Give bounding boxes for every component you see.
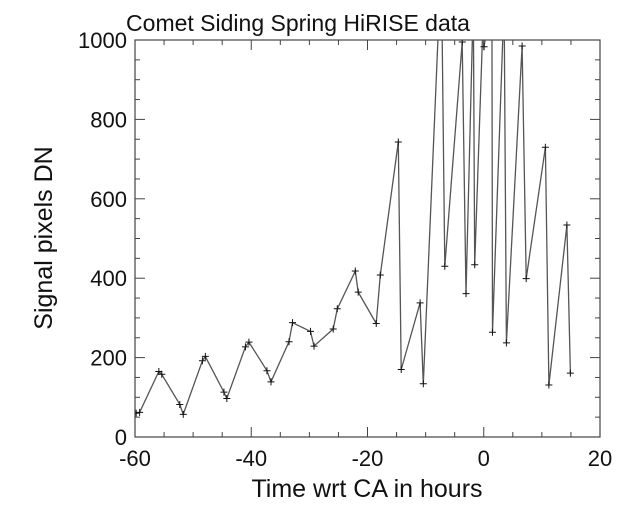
data-point-marker — [541, 143, 549, 151]
data-point-marker — [351, 267, 359, 275]
data-point-marker — [397, 366, 405, 374]
x-tick-label: -40 — [235, 446, 267, 471]
data-point-marker — [223, 394, 231, 402]
chart-title: Comet Siding Spring HiRISE data — [126, 10, 470, 36]
data-point-marker — [176, 400, 184, 408]
data-point-marker — [263, 367, 271, 375]
data-point-marker — [372, 319, 380, 327]
y-tick-label: 600 — [90, 187, 127, 212]
data-point-marker — [488, 328, 496, 336]
series-line — [136, 40, 572, 417]
data-point-marker — [136, 408, 144, 416]
data-point-marker — [502, 339, 510, 347]
axis-ticks — [134, 39, 601, 438]
y-axis-label: Signal pixels DN — [30, 146, 58, 329]
data-point-marker — [416, 299, 424, 307]
data-point-marker — [566, 369, 574, 377]
y-tick-label: 400 — [90, 266, 127, 291]
data-point-marker — [179, 410, 187, 418]
x-axis-label: Time wrt CA in hours — [251, 475, 482, 503]
y-tick-labels: 0 200 400 600 800 1000 — [78, 28, 127, 450]
data-point-marker — [198, 357, 206, 365]
data-point-marker — [441, 262, 449, 270]
data-point-marker — [333, 305, 341, 313]
data-point-marker — [329, 325, 337, 333]
y-tick-label: 800 — [90, 107, 127, 132]
data-point-marker — [563, 221, 571, 229]
data-point-marker — [471, 261, 479, 269]
data-point-marker — [285, 338, 293, 346]
plot-frame — [134, 39, 601, 438]
data-point-marker — [419, 380, 427, 388]
data-point-marker — [135, 409, 140, 417]
data-point-marker — [289, 319, 297, 327]
data-point-marker — [310, 342, 318, 350]
y-tick-label: 1000 — [78, 28, 127, 53]
x-tick-label: 20 — [588, 446, 612, 471]
x-tick-label: -60 — [119, 446, 151, 471]
y-tick-label: 200 — [90, 346, 127, 371]
data-point-marker — [545, 381, 553, 389]
data-point-marker — [522, 275, 530, 283]
x-tick-labels: -60 -40 -20 0 20 — [119, 446, 612, 471]
x-tick-label: 0 — [478, 446, 490, 471]
data-point-marker — [245, 338, 253, 346]
data-point-marker — [201, 352, 209, 360]
data-point-marker — [462, 290, 470, 298]
data-point-marker — [458, 40, 466, 46]
data-point-marker — [220, 388, 228, 396]
x-tick-label: -20 — [352, 446, 384, 471]
data-point-marker — [158, 370, 166, 378]
data-point-marker — [307, 327, 315, 335]
data-point-marker — [376, 271, 384, 279]
data-point-marker — [480, 43, 488, 51]
data-point-marker — [267, 378, 275, 386]
data-point-marker — [354, 288, 362, 296]
data-point-marker — [518, 42, 526, 50]
data-point-marker — [241, 343, 249, 351]
data-series — [135, 40, 574, 418]
data-point-marker — [394, 138, 402, 146]
y-tick-label: 0 — [115, 425, 127, 450]
